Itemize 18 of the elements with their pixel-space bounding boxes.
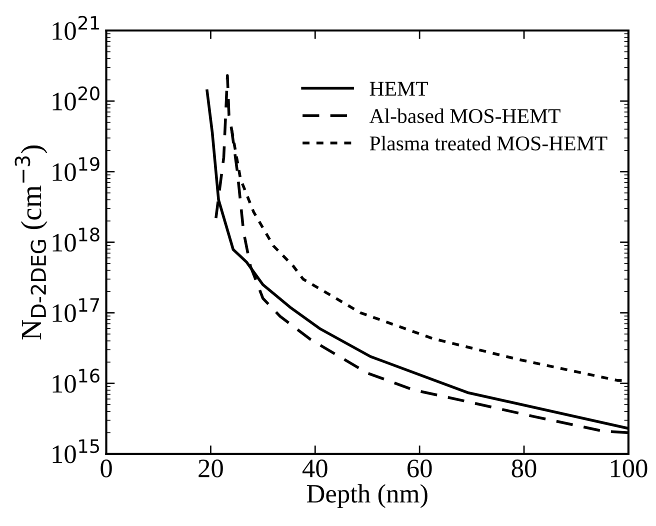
x-tick-label: 20 <box>198 460 223 478</box>
y-tick-label: 10$^{16}$ <box>52 368 100 393</box>
y-tick-label: 10$^{19}$ <box>52 156 100 182</box>
y-tick-label: 10$^{15}$ <box>52 439 100 464</box>
x-tick-label: 0 <box>100 460 112 478</box>
legend-label: Plasma treated MOS-HEMT <box>370 136 608 150</box>
x-tick-label: 40 <box>302 460 328 478</box>
legend-label: Al-based MOS-HEMT <box>369 108 560 124</box>
x-axis-title: Depth (nm) <box>306 484 428 508</box>
y-tick-label: 10$^{17}$ <box>52 298 100 322</box>
y-axis-title: N$_{D-2DEG}$ (cm$^{−3}$) <box>14 145 48 340</box>
x-tick-label: 80 <box>512 460 536 478</box>
y-tick-label: 10$^{21}$ <box>52 16 99 40</box>
y-tick-label: 10$^{20}$ <box>52 86 100 110</box>
y-tick-label: 10$^{18}$ <box>52 228 100 252</box>
x-tick-label: 100 <box>610 460 648 478</box>
legend-label: HEMT <box>370 82 428 96</box>
x-tick-label: 60 <box>408 460 432 478</box>
